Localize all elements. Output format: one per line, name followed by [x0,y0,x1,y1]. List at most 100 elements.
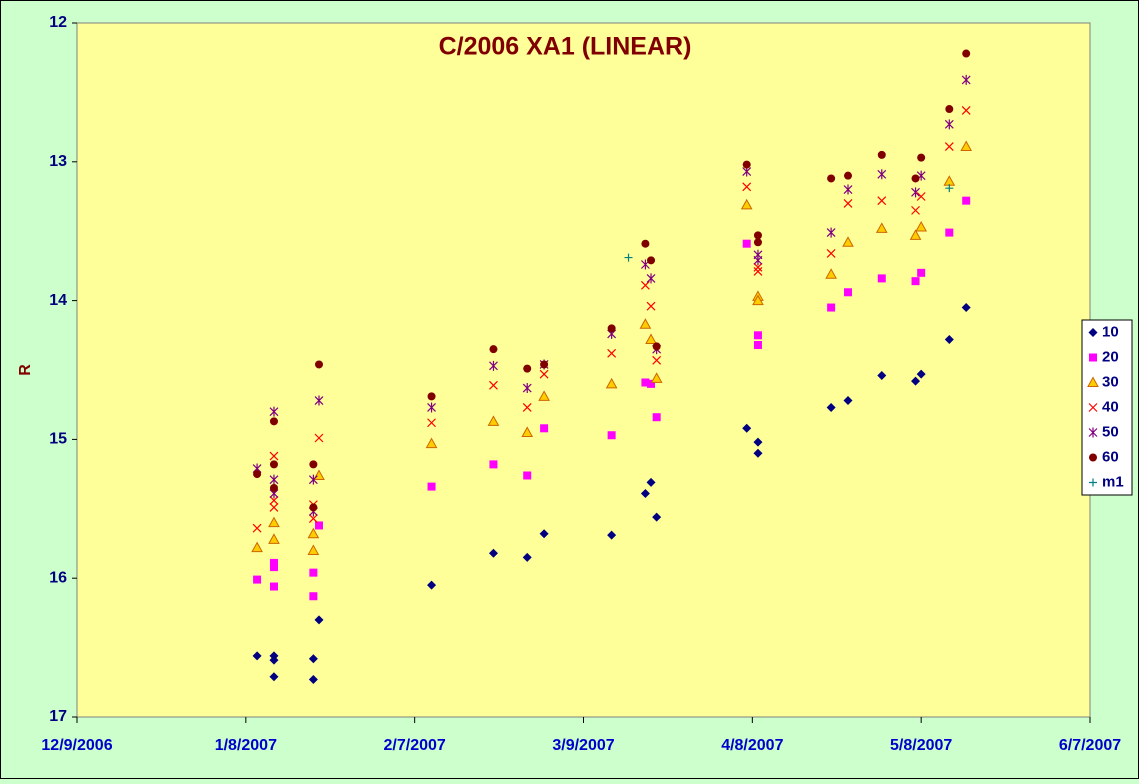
marker [827,174,836,183]
y-tick-label: 13 [49,153,67,170]
x-tick-label: 3/9/2007 [552,737,614,754]
marker [641,378,650,387]
marker [314,521,323,530]
marker [523,364,532,373]
marker [962,49,971,58]
marker [307,527,320,539]
marker [624,253,633,262]
marker [877,169,887,180]
marker [877,371,887,381]
marker [652,355,662,365]
marker [652,413,661,422]
legend-label: 10 [1102,323,1119,340]
marker [844,171,853,180]
marker [540,360,549,369]
legend-label: 30 [1102,373,1119,390]
marker [827,303,836,312]
marker [652,342,661,351]
marker [944,119,954,130]
marker [522,383,532,394]
marker [307,544,320,555]
marker [269,582,278,591]
marker [753,448,763,458]
marker [650,372,663,383]
marker [522,403,532,412]
marker [646,301,656,311]
marker [425,437,438,449]
plot-area [76,22,1091,718]
marker [540,424,549,433]
marker [911,187,920,198]
marker [253,470,262,479]
marker [916,192,926,201]
marker [875,222,888,233]
marker [915,221,928,232]
marker [826,227,836,238]
marker [539,529,549,539]
marker [740,198,753,210]
y-tick-label: 16 [49,569,67,586]
marker [269,672,279,682]
marker [742,239,751,248]
legend-marker [1089,453,1097,462]
marker [753,262,763,272]
legend-label: 50 [1102,423,1119,440]
marker [917,153,926,162]
marker [645,333,657,344]
marker [309,568,318,577]
marker [314,395,324,406]
x-tick-label: 6/7/2007 [1059,737,1121,754]
marker [523,471,532,480]
marker [489,360,498,371]
legend-marker [1089,353,1097,362]
marker [647,256,656,265]
marker [944,334,954,344]
marker [753,231,762,240]
marker [427,418,436,428]
legend-marker [1088,403,1098,412]
marker [916,369,926,379]
marker [538,390,550,401]
legend-marker [1088,427,1098,438]
marker [309,592,318,601]
marker [909,229,922,240]
marker [253,575,262,584]
marker [251,541,263,553]
marker [742,423,752,433]
marker [843,184,853,195]
marker [877,274,886,283]
marker [640,489,650,499]
marker [269,558,278,567]
marker [488,548,498,558]
marker [427,580,437,590]
marker [605,377,618,389]
marker [252,523,262,533]
marker [607,348,617,358]
marker [269,563,278,572]
marker [752,294,764,306]
marker [427,482,436,491]
marker [308,675,318,685]
marker [844,288,853,297]
marker [641,239,650,248]
marker [522,552,532,562]
marker [826,402,836,412]
marker [521,426,534,437]
marker [487,415,500,426]
marker [753,331,762,340]
marker [753,238,762,247]
marker [269,502,279,512]
marker [911,174,920,183]
marker [269,496,279,505]
x-tick-label: 4/8/2007 [721,737,783,754]
marker [269,417,278,426]
marker [309,503,318,512]
marker [607,431,616,440]
marker [639,318,652,329]
marker [607,324,616,333]
marker [962,196,971,205]
marker [489,460,498,469]
legend-label: 60 [1102,448,1119,465]
marker [269,451,279,461]
